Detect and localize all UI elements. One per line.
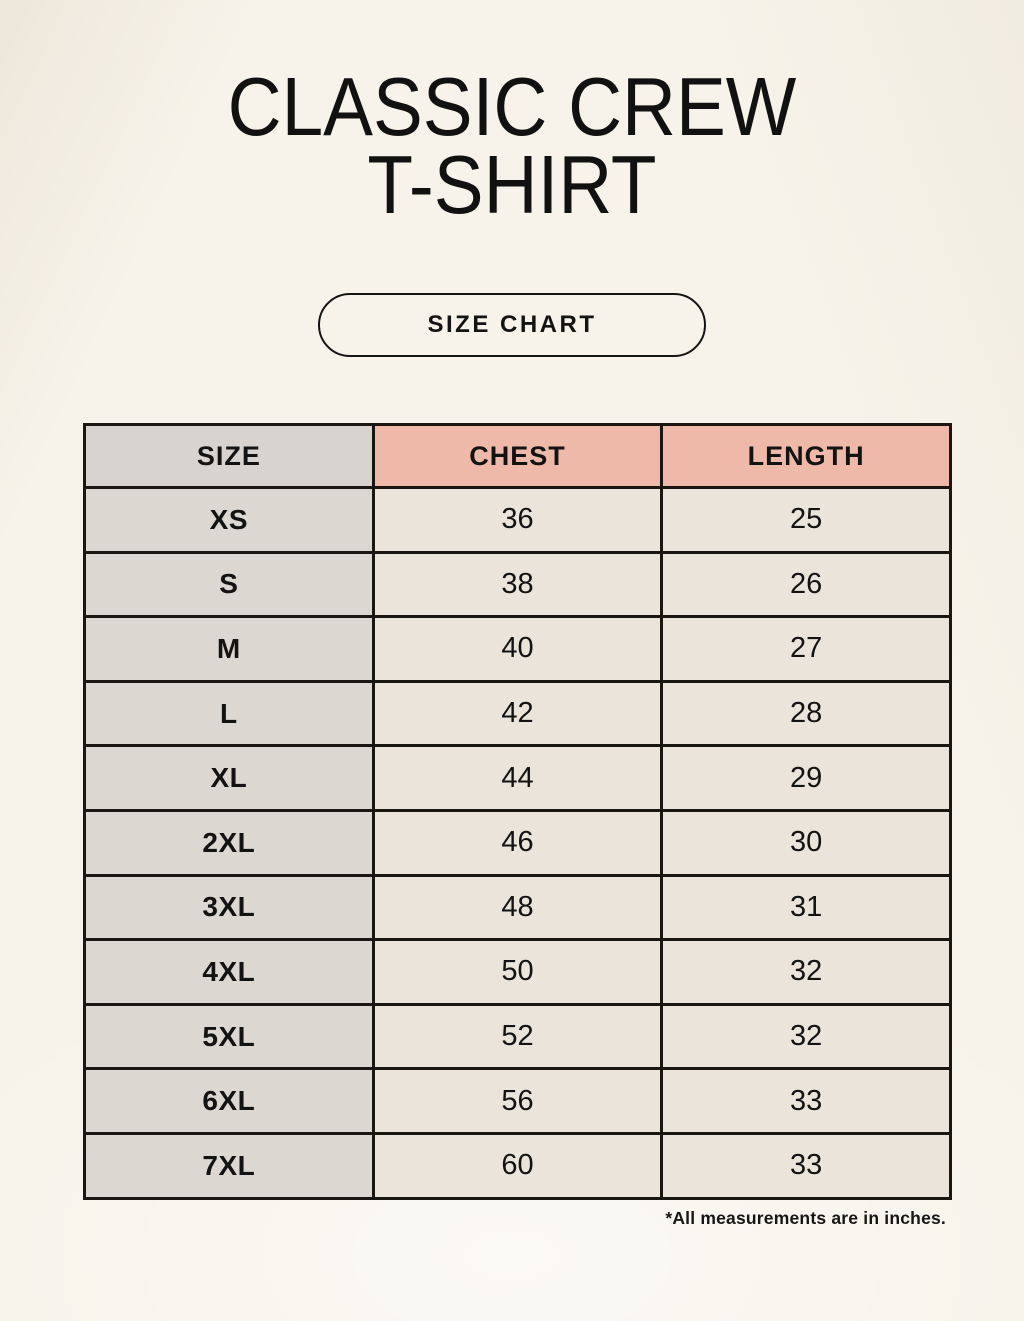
- size-cell: XS: [83, 486, 375, 554]
- table-row: L 42 28: [83, 679, 952, 748]
- table-row: XS 36 25: [83, 486, 952, 554]
- size-cell: 4XL: [83, 938, 375, 1006]
- length-cell: 26: [660, 550, 952, 619]
- chest-cell: 56: [371, 1067, 664, 1135]
- chest-cell: 38: [371, 550, 664, 619]
- length-cell: 31: [660, 873, 952, 942]
- size-cell: S: [83, 550, 375, 619]
- chest-cell: 50: [371, 938, 664, 1006]
- table-row: 4XL 50 32: [83, 938, 952, 1006]
- length-cell: 32: [660, 938, 952, 1006]
- column-header-chest: CHEST: [371, 423, 664, 489]
- table-row: 2XL 46 30: [83, 808, 952, 877]
- page-title-line-2: T-SHIRT: [367, 138, 657, 232]
- chest-cell: 42: [371, 679, 664, 748]
- length-cell: 28: [660, 679, 952, 748]
- chest-cell: 44: [371, 744, 664, 812]
- chest-cell: 36: [371, 486, 664, 554]
- length-cell: 27: [660, 615, 952, 683]
- length-cell: 33: [660, 1131, 952, 1200]
- size-cell: 5XL: [83, 1002, 375, 1071]
- length-cell: 33: [660, 1067, 952, 1135]
- size-cell: M: [83, 615, 375, 683]
- size-chart-button[interactable]: SIZE CHART: [318, 293, 706, 357]
- size-chart-button-label: SIZE CHART: [427, 311, 597, 338]
- table-row: 6XL 56 33: [83, 1067, 952, 1135]
- size-cell: 2XL: [83, 808, 375, 877]
- table-row: 3XL 48 31: [83, 873, 952, 942]
- table-row: S 38 26: [83, 550, 952, 619]
- page-title: CLASSIC CREW T-SHIRT: [51, 60, 973, 232]
- chest-cell: 40: [371, 615, 664, 683]
- size-chart-table: SIZE CHEST LENGTH XS 36 25 S 38 26 M 40 …: [83, 423, 952, 1200]
- length-cell: 25: [660, 486, 952, 554]
- size-cell: 6XL: [83, 1067, 375, 1135]
- table-row: 7XL 60 33: [83, 1131, 952, 1200]
- size-cell: L: [83, 679, 375, 748]
- size-cell: 7XL: [83, 1131, 375, 1200]
- column-header-size: SIZE: [83, 423, 375, 489]
- page-title-line-1: CLASSIC CREW: [227, 60, 797, 153]
- chest-cell: 60: [371, 1131, 664, 1200]
- table-row: 5XL 52 32: [83, 1002, 952, 1071]
- length-cell: 32: [660, 1002, 952, 1071]
- length-cell: 29: [660, 744, 952, 812]
- size-cell: XL: [83, 744, 375, 812]
- measurements-footnote: *All measurements are in inches.: [665, 1208, 946, 1228]
- table-header-row: SIZE CHEST LENGTH: [83, 423, 952, 489]
- column-header-length: LENGTH: [660, 423, 952, 489]
- size-cell: 3XL: [83, 873, 375, 942]
- chest-cell: 48: [371, 873, 664, 942]
- chest-cell: 52: [371, 1002, 664, 1071]
- length-cell: 30: [660, 808, 952, 877]
- table-row: XL 44 29: [83, 744, 952, 812]
- table-row: M 40 27: [83, 615, 952, 683]
- chest-cell: 46: [371, 808, 664, 877]
